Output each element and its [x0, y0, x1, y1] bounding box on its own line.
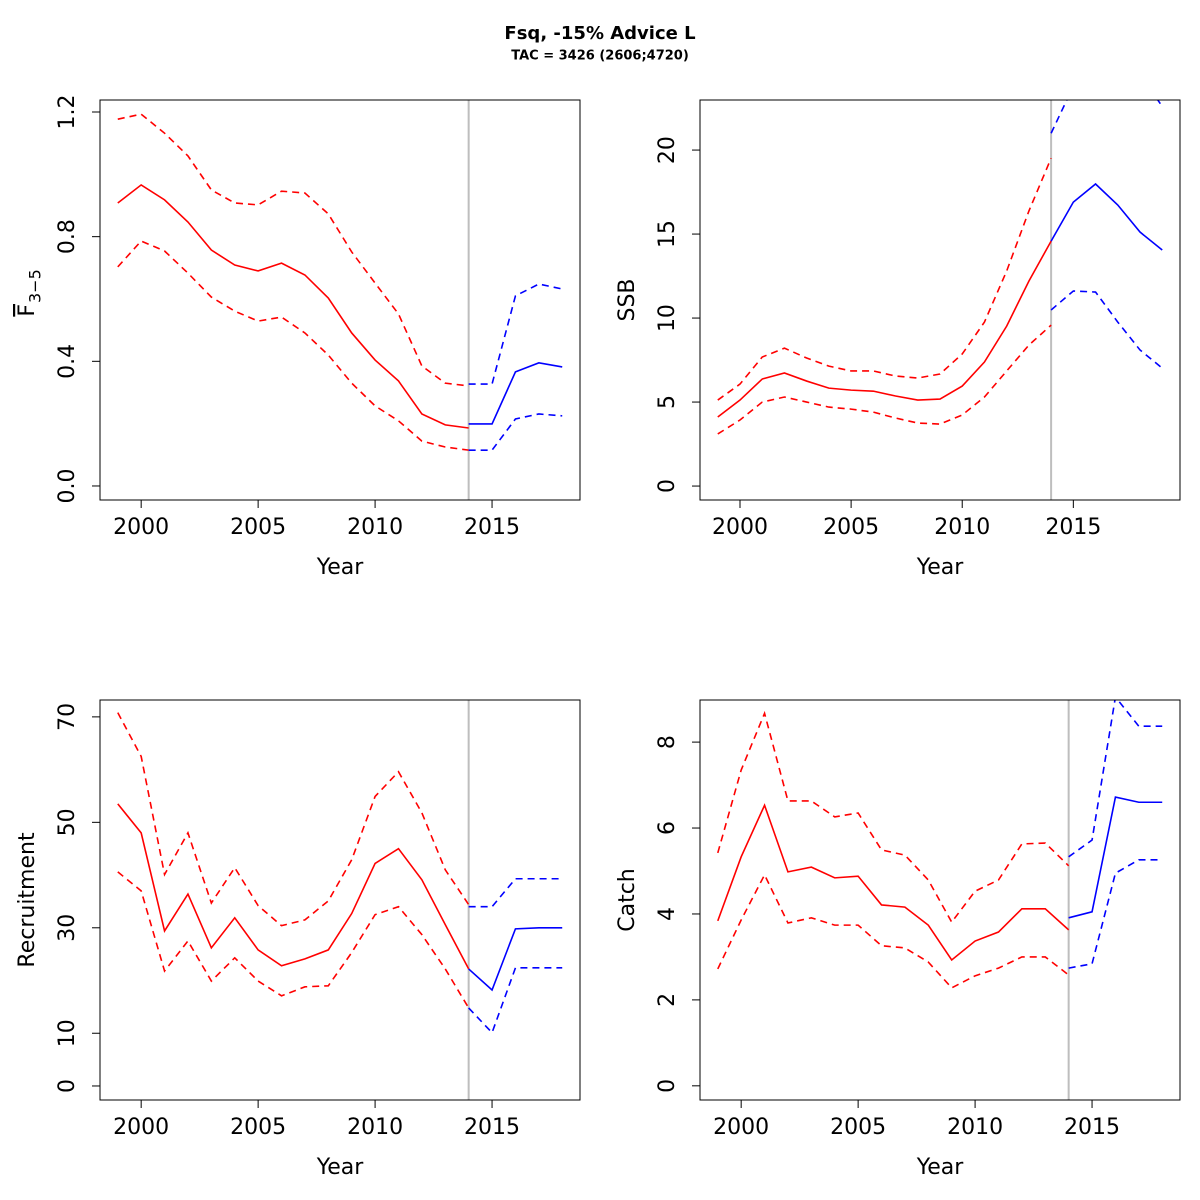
y-tick-label: 1.2 — [55, 94, 80, 129]
x-axis-label: Year — [316, 555, 365, 580]
series-line — [717, 240, 1052, 418]
x-tick-label: 2000 — [113, 1115, 169, 1140]
y-axis-label: Catch — [615, 868, 640, 932]
y-axis-label: Recruitment — [15, 832, 40, 968]
series-line — [717, 710, 1070, 924]
x-tick-label: 2010 — [934, 515, 990, 540]
series-line — [717, 157, 1052, 401]
y-tick-label: 0 — [655, 479, 680, 493]
x-tick-label: 2010 — [947, 1115, 1003, 1140]
series-line — [1050, 100, 1163, 134]
y-tick-label: 10 — [655, 304, 680, 332]
x-tick-label: 2000 — [113, 515, 169, 540]
plot-frame — [99, 99, 581, 501]
x-axis-label: Year — [916, 1155, 965, 1180]
series-line — [1068, 859, 1163, 969]
y-tick-label: 0 — [655, 1079, 680, 1093]
y-tick-label: 30 — [55, 914, 80, 942]
y-tick-label: 0.0 — [55, 468, 80, 503]
x-tick-label: 2015 — [464, 1115, 520, 1140]
y-tick-label: 20 — [655, 136, 680, 164]
x-axis-label: Year — [916, 555, 965, 580]
x-tick-label: 2010 — [347, 1115, 403, 1140]
series-line — [117, 712, 470, 927]
series-line — [1050, 290, 1163, 369]
series-line — [1068, 796, 1163, 919]
y-tick-label: 0.8 — [55, 219, 80, 254]
series-line — [717, 803, 1070, 962]
panel: 2000 2005 2010 2015 0 10 30 50 70 Year Recruitment — [15, 699, 581, 1180]
y-axis-label-group: F3−5 — [15, 269, 45, 316]
y-axis-label: SSB — [615, 278, 640, 321]
y-tick-label: 50 — [55, 808, 80, 836]
y-tick-label: 2 — [655, 993, 680, 1007]
series-line — [117, 871, 470, 1009]
series-line — [468, 362, 563, 425]
plot-frame — [699, 699, 1181, 1101]
series-line — [468, 877, 563, 908]
panel: 2000 2005 2010 2015 0 2 4 6 8 Year Catch — [615, 699, 1181, 1180]
y-tick-label: 6 — [655, 821, 680, 835]
x-tick-label: 2015 — [1045, 515, 1101, 540]
x-tick-label: 2005 — [230, 1115, 286, 1140]
y-tick-label: 0 — [55, 1079, 80, 1093]
x-tick-label: 2005 — [823, 515, 879, 540]
series-line — [117, 803, 470, 970]
panel: 2000 2005 2010 2015 0 5 10 15 20 Year SSB — [615, 99, 1181, 580]
y-tick-label: 10 — [55, 1019, 80, 1047]
x-tick-label: 2005 — [230, 515, 286, 540]
series-line — [468, 283, 563, 385]
x-tick-label: 2010 — [347, 515, 403, 540]
series-line — [1068, 700, 1163, 858]
plot-frame — [99, 699, 581, 1101]
figure-title: Fsq, -15% Advice L — [504, 23, 695, 44]
x-axis-label: Year — [316, 1155, 365, 1180]
y-tick-label: 70 — [55, 703, 80, 731]
y-tick-label: 8 — [655, 735, 680, 749]
x-tick-label: 2015 — [464, 515, 520, 540]
series-line — [117, 183, 469, 429]
series-line — [468, 413, 563, 451]
series-line — [717, 873, 1070, 989]
plot-frame — [699, 99, 1181, 501]
panel: 2000 2005 2010 2015 0.0 0.4 0.8 1.2 Year F3−5 — [15, 94, 581, 580]
figure-subtitle: TAC = 3426 (2606;4720) — [511, 49, 689, 64]
x-tick-label: 2000 — [712, 515, 768, 540]
y-tick-label: 5 — [655, 395, 680, 409]
y-tick-label: 4 — [655, 907, 680, 921]
y-tick-label: 15 — [655, 220, 680, 248]
x-tick-label: 2015 — [1064, 1115, 1120, 1140]
series-line — [1050, 182, 1163, 251]
y-axis-label-subscript: 3−5 — [26, 269, 45, 303]
x-tick-label: 2000 — [713, 1115, 769, 1140]
x-tick-label: 2005 — [830, 1115, 886, 1140]
series-line — [117, 113, 469, 387]
series-line — [468, 967, 563, 1035]
y-axis-label: F — [15, 304, 40, 317]
series-line — [717, 324, 1052, 435]
series-line — [468, 926, 563, 992]
y-tick-label: 0.4 — [55, 344, 80, 379]
series-line — [117, 240, 469, 451]
